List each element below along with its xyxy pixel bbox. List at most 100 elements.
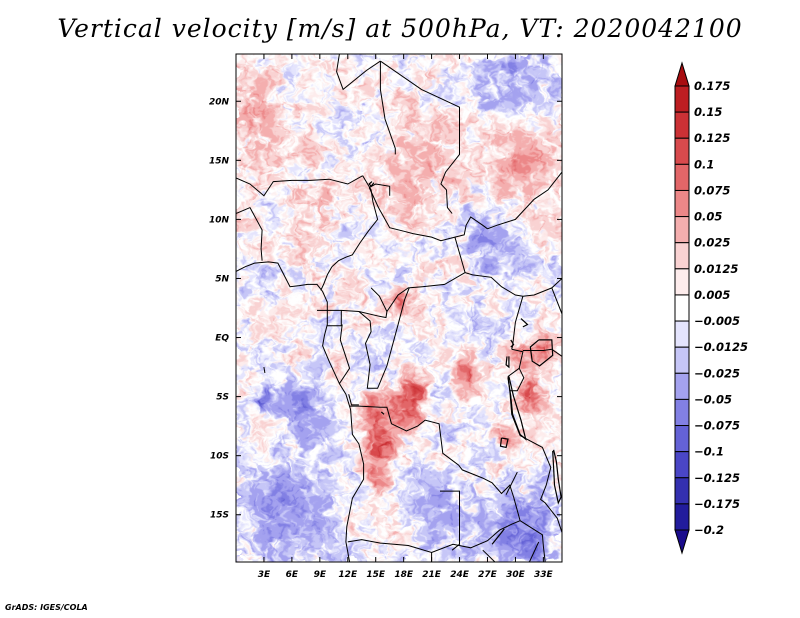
border-line (551, 348, 562, 357)
border-line (348, 394, 359, 406)
border-line (522, 278, 562, 297)
colorbar-swatch (674, 398, 690, 427)
colorbar-label: −0.05 (694, 392, 732, 406)
y-tick-label: 15S (210, 511, 229, 521)
colorbar-swatch (674, 85, 690, 113)
colorbar-swatch (674, 503, 690, 531)
x-tick-label: 12E (338, 570, 358, 580)
border-line (440, 490, 460, 551)
vertical-velocity-chart: 3E 6E 9E 12E 15E 18E 21E 24E 27E 30E 33E 20N 15N 10N… (209, 53, 748, 580)
chart-title: Vertical velocity [m/s] at 500hPa, VT: 2… (57, 14, 743, 43)
x-tick-label: 3E (258, 570, 271, 580)
colorbar-swatch (674, 425, 690, 453)
border-line (519, 435, 562, 533)
colorbar-label: −0.075 (694, 419, 740, 433)
country-borders (236, 54, 562, 562)
border-line (358, 287, 410, 389)
x-tick-label: 30E (506, 570, 526, 580)
colorbar: 0.175 0.15 0.125 0.1 0.075 0.05 0.025 0.0125 0.0… (674, 61, 748, 555)
colorbar-label: 0.075 (694, 183, 730, 197)
border-line (380, 60, 460, 214)
map-frame (235, 53, 563, 563)
coastline (236, 261, 365, 562)
border-line (509, 368, 525, 392)
border-line (368, 183, 391, 196)
colorbar-swatch (674, 242, 690, 270)
colorbar-swatch (674, 477, 690, 505)
colorbar-label: −0.2 (694, 523, 724, 537)
border-line (349, 405, 515, 498)
colorbar-label: 0.175 (694, 79, 730, 93)
border-line (370, 272, 466, 313)
lake-outline (552, 449, 562, 505)
x-axis: 3E 6E 9E 12E 15E 18E 21E 24E 27E 30E 33E (258, 54, 554, 580)
colorbar-label: 0.025 (694, 236, 730, 250)
y-tick-label: 5S (216, 393, 229, 403)
y-tick-label: 10N (209, 215, 230, 225)
lake-outline (510, 339, 515, 348)
colorbar-label: −0.0125 (694, 340, 748, 354)
colorbar-label: −0.175 (694, 497, 740, 511)
colorbar-swatch (674, 189, 690, 218)
border-line (327, 310, 342, 327)
colorbar-swatch (674, 163, 690, 191)
lake-outline (380, 411, 385, 415)
border-line (507, 348, 524, 377)
border-line (513, 496, 546, 562)
colorbar-label: 0.125 (694, 131, 730, 145)
colorbar-label: −0.005 (694, 314, 740, 328)
x-tick-label: 18E (394, 570, 414, 580)
coastline-segment (236, 261, 365, 562)
border-line (347, 520, 521, 554)
colorbar-swatch (674, 451, 690, 479)
border-line (331, 175, 379, 268)
grads-credit: GrADS: IGES/COLA (5, 603, 88, 612)
colorbar-swatch (674, 372, 690, 400)
x-tick-label: 24E (450, 570, 470, 580)
colorbar-label: −0.1 (694, 445, 724, 459)
border-line (551, 287, 562, 338)
border-line (263, 367, 266, 374)
colorbar-label: −0.125 (694, 471, 740, 485)
border-line (505, 471, 518, 495)
colorbar-swatch (674, 346, 690, 374)
border-line (482, 549, 496, 562)
lakes (368, 181, 562, 545)
colorbar-swatch (674, 111, 690, 139)
y-tick-label: EQ (215, 334, 229, 344)
colorbar-label: 0.1 (694, 157, 714, 171)
colorbar-swatch-max (674, 61, 690, 87)
lake-outline (491, 528, 505, 545)
border-line (487, 171, 562, 230)
lake-outline (499, 437, 509, 449)
x-tick-label: 6E (286, 570, 299, 580)
lake-outline (368, 181, 375, 188)
colorbar-swatch (674, 294, 690, 322)
colorbar-swatch (674, 216, 690, 244)
y-tick-label: 15N (209, 156, 230, 166)
x-tick-label: 21E (422, 570, 442, 580)
border-line (236, 206, 263, 261)
colorbar-label: 0.05 (694, 210, 722, 224)
colorbar-swatch-min (674, 529, 690, 555)
lake-outline (505, 356, 510, 369)
y-tick-label: 20N (209, 97, 230, 107)
lake-outline (529, 339, 554, 367)
lake-outline (520, 318, 529, 328)
colorbar-swatch (674, 137, 690, 165)
x-tick-label: 33E (534, 570, 554, 580)
x-tick-label: 27E (478, 570, 498, 580)
map-panel (236, 54, 562, 562)
velocity-field (236, 54, 562, 562)
lake-outline (507, 376, 527, 441)
border-line (320, 266, 333, 291)
y-tick-label: 5N (215, 274, 229, 284)
colorbar-label: 0.0125 (694, 262, 738, 276)
border-line (336, 54, 381, 91)
y-tick-label: 10S (210, 452, 229, 462)
x-tick-label: 15E (366, 570, 386, 580)
colorbar-swatch (674, 320, 690, 348)
border-line (368, 187, 488, 242)
colorbar-swatch (674, 268, 690, 296)
colorbar-label: 0.15 (694, 105, 722, 119)
